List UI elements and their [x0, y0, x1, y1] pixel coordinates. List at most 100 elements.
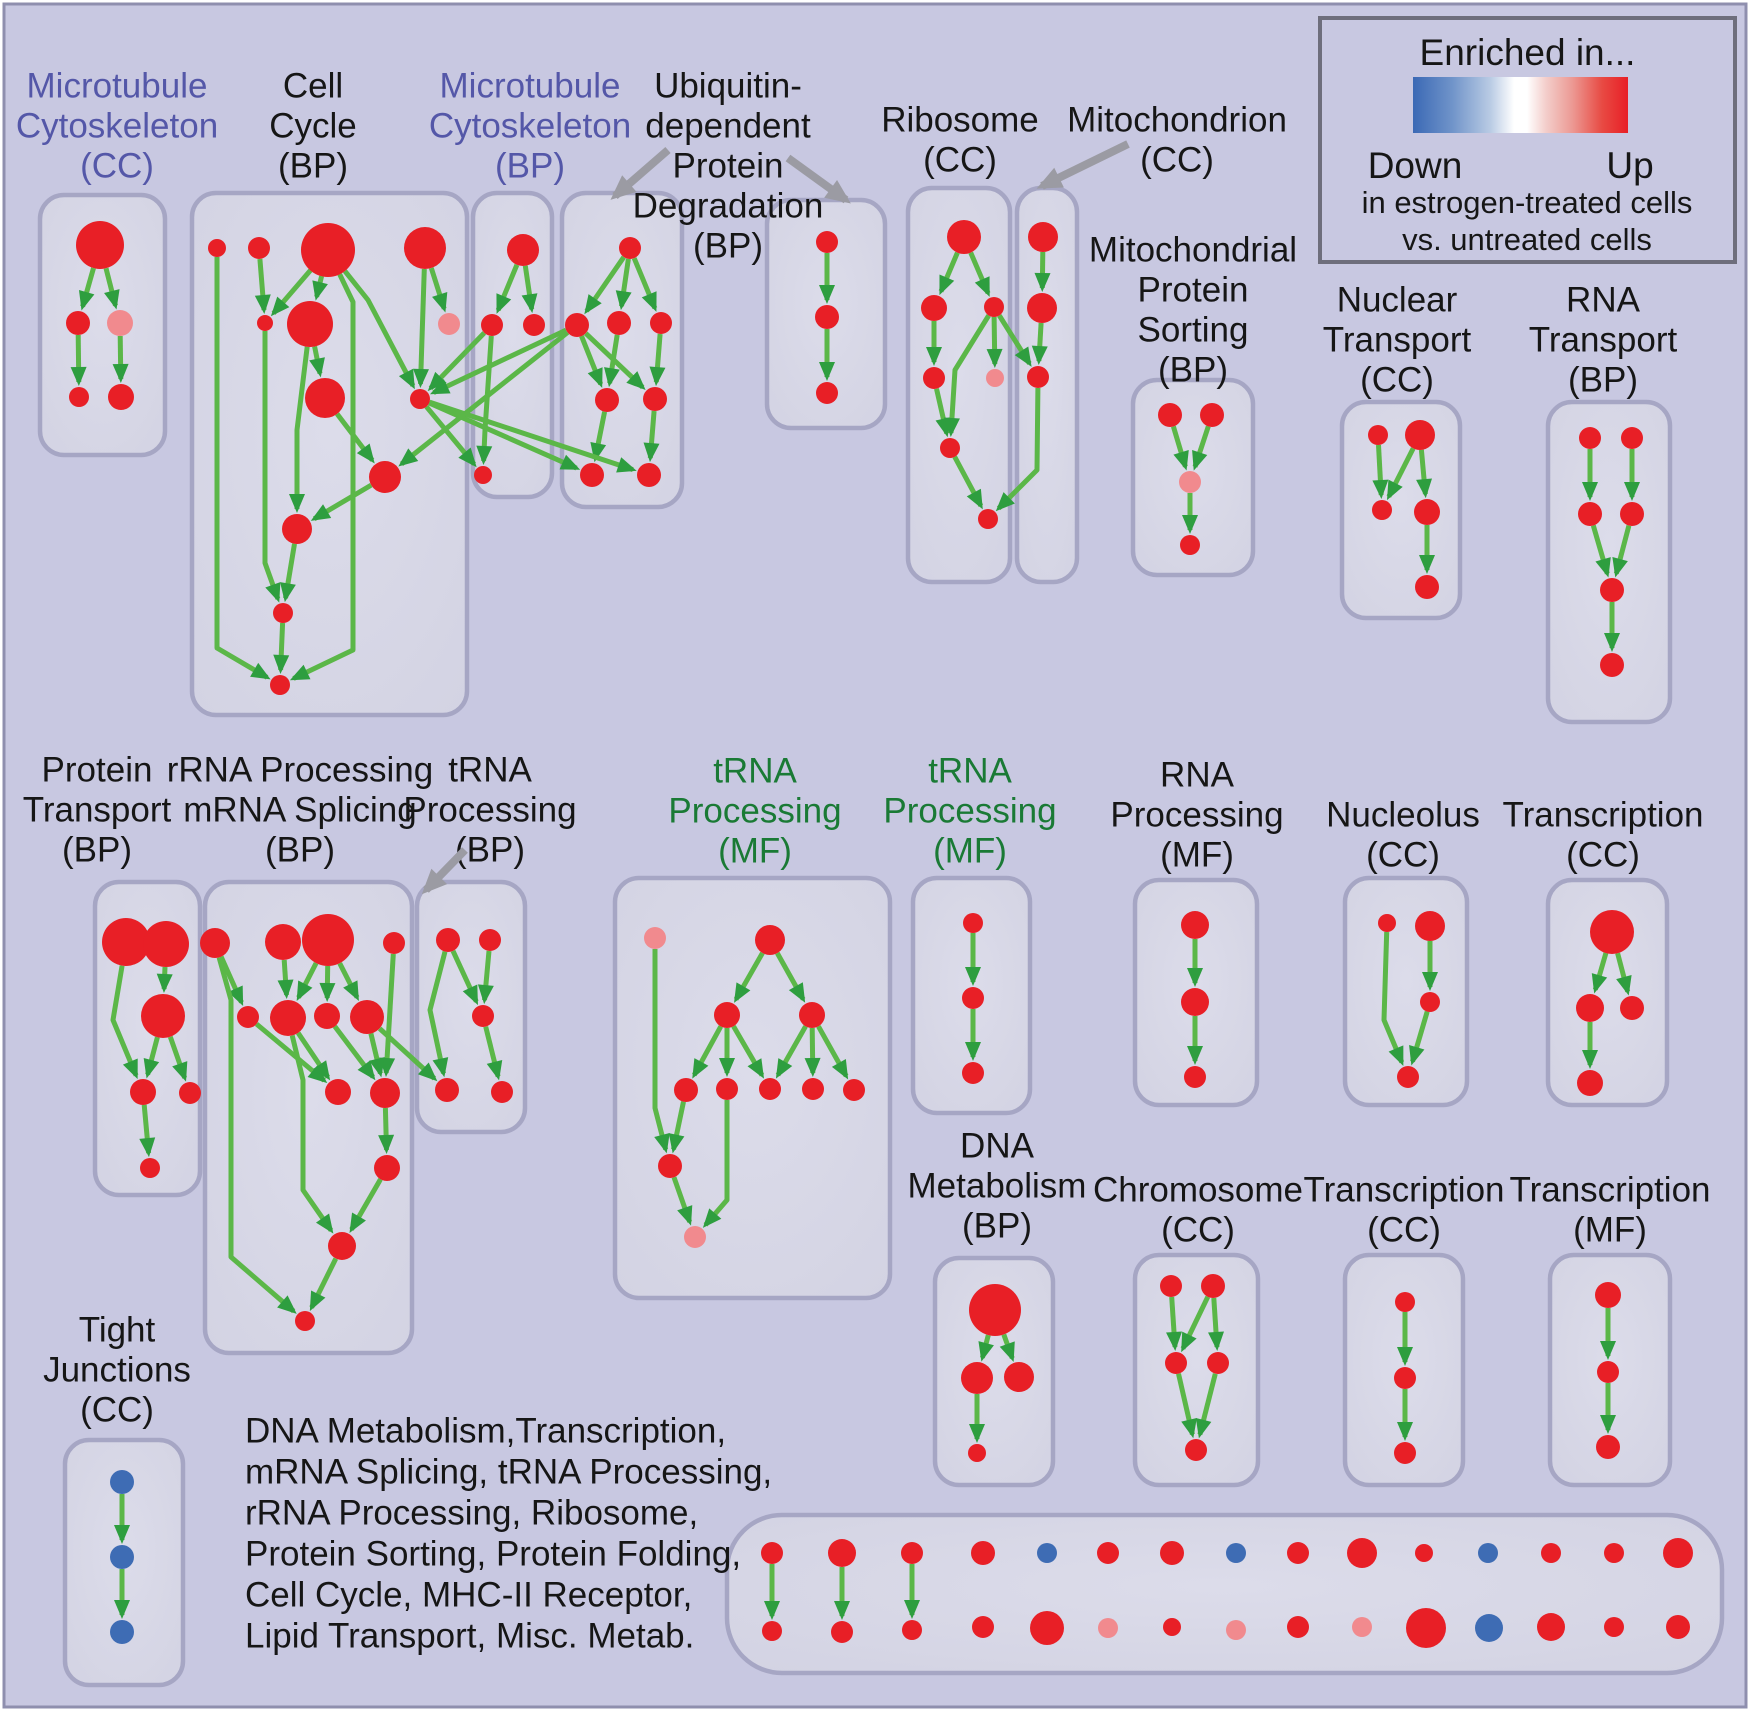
go-term-node-red — [978, 509, 998, 529]
enrichment-edge — [483, 1026, 503, 1081]
go-term-node-red — [273, 603, 293, 623]
cluster-label-ubiquitin-bp: dependent — [645, 106, 811, 145]
go-term-node-red — [1287, 1616, 1309, 1638]
go-term-node-red — [208, 239, 226, 257]
go-term-node-red — [595, 388, 619, 412]
cluster-label-cell-cycle: Cell — [283, 66, 343, 105]
go-term-node-red — [963, 913, 983, 933]
misc-cluster-caption: rRNA Processing, Ribosome, — [245, 1493, 698, 1532]
go-term-node-red — [1579, 427, 1601, 449]
go-term-node-red — [1415, 575, 1439, 599]
go-term-node-red — [968, 1444, 986, 1462]
go-term-node-red — [257, 315, 273, 331]
go-term-node-red — [143, 921, 189, 967]
enrichment-edge — [615, 258, 632, 311]
go-term-node-red — [1347, 1538, 1377, 1568]
cluster-label-nuclear-transport-cc: (CC) — [1360, 360, 1434, 399]
go-term-node-red — [923, 367, 945, 389]
go-term-node-red — [1394, 1442, 1416, 1464]
enrichment-edge — [1591, 952, 1609, 994]
go-term-node-red — [1097, 1542, 1119, 1564]
go-term-node-red — [1595, 1282, 1621, 1308]
go-term-node-red — [799, 1002, 825, 1028]
go-term-node-red — [1378, 914, 1396, 932]
enrichment-edge — [1386, 447, 1416, 501]
cluster-box-nuclear-transport-cc — [1339, 399, 1463, 621]
legend-subtitle: in estrogen-treated cells — [1362, 185, 1693, 220]
go-term-node-red — [947, 220, 981, 254]
go-term-node-red — [1395, 1292, 1415, 1312]
enrichment-edge — [579, 335, 604, 388]
cluster-label-transcription-cc-bottom: Transcription — [1304, 1170, 1505, 1209]
enrichment-edge — [450, 949, 479, 1006]
cluster-label-rrna-mrna-bp: rRNA Processing — [167, 750, 433, 789]
go-term-node-red — [828, 1539, 856, 1567]
go-term-node-red — [607, 311, 631, 335]
enrichment-edge — [332, 1024, 376, 1081]
go-term-node-red — [1621, 427, 1643, 449]
go-term-node-red — [962, 1062, 984, 1084]
go-term-node-red — [287, 301, 333, 347]
cluster-label-transcription-cc-mid: (CC) — [1566, 835, 1640, 874]
enrichment-edge — [309, 1257, 339, 1312]
enrichment-edge — [335, 412, 375, 464]
go-term-node-red — [843, 1079, 865, 1101]
cluster-label-tight-junctions-cc: (CC) — [80, 1390, 154, 1429]
enrichment-edge — [428, 400, 581, 471]
cluster-box-transcription-cc-mid — [1545, 877, 1670, 1108]
go-term-node-pink — [644, 927, 666, 949]
cluster-label-nucleolus-cc: Nucleolus — [1326, 795, 1480, 834]
go-term-node-red — [1165, 1352, 1187, 1374]
go-term-node-red — [237, 1006, 259, 1028]
go-term-node-pink — [1352, 1617, 1372, 1637]
go-term-node-red — [1600, 653, 1624, 677]
cluster-label-mito-protein-sorting: Protein — [1138, 270, 1249, 309]
misc-cluster-caption: Lipid Transport, Misc. Metab. — [245, 1616, 694, 1655]
go-term-node-red — [472, 1005, 494, 1027]
go-term-node-blue — [1226, 1543, 1246, 1563]
enrichment-edge — [103, 267, 120, 310]
enrichment-edge — [216, 956, 297, 1314]
cluster-label-ubiquitin-bp: Ubiquitin- — [654, 66, 802, 105]
go-term-node-red — [637, 463, 661, 487]
go-term-node-red — [436, 928, 460, 952]
go-term-node-red — [1663, 1538, 1693, 1568]
enrichment-edge — [733, 951, 765, 1003]
go-term-node-red — [1415, 1544, 1433, 1562]
go-term-node-red — [1184, 1066, 1206, 1088]
go-term-node-red — [674, 1078, 698, 1102]
go-term-node-red — [972, 1616, 994, 1638]
cluster-box-trna-processing-mf-1 — [612, 875, 893, 1301]
cluster-label-transcription-cc-mid: Transcription — [1503, 795, 1704, 834]
enrichment-edge — [296, 961, 319, 1002]
cluster-label-chromosome-cc: Chromosome — [1093, 1170, 1303, 1209]
misc-cluster-caption: mRNA Splicing, tRNA Processing, — [245, 1452, 772, 1491]
enrichment-edge — [671, 1176, 693, 1226]
enrichment-edge — [262, 331, 281, 603]
enrichment-edge — [349, 1178, 383, 1233]
cluster-label-rrna-mrna-bp: (BP) — [265, 830, 335, 869]
label-pointer-arrow — [1036, 140, 1130, 190]
go-term-node-red — [816, 231, 838, 253]
cluster-label-microtubule-bp: Microtubule — [440, 66, 621, 105]
enrichment-edge — [289, 273, 356, 681]
enrichment-edge — [999, 1333, 1015, 1362]
cluster-label-rna-transport-bp: Transport — [1529, 320, 1678, 359]
go-term-node-red — [831, 1621, 853, 1643]
go-term-node-red — [282, 514, 312, 544]
legend-up-label: Up — [1606, 145, 1653, 186]
cluster-label-protein-transport-bp: Protein — [42, 750, 153, 789]
cluster-label-dna-metabolism-bp: DNA — [960, 1126, 1035, 1165]
go-term-node-red — [1158, 403, 1182, 427]
cluster-label-tight-junctions-cc: Tight — [79, 1310, 156, 1349]
enrichment-edge — [1409, 1010, 1430, 1066]
enrichment-edge — [368, 1032, 385, 1078]
go-term-node-red — [1604, 1543, 1624, 1563]
go-term-node-red — [1415, 911, 1445, 941]
enrichment-edge — [273, 622, 290, 674]
go-term-node-red — [479, 929, 501, 951]
enrichment-edge — [379, 953, 396, 1077]
go-term-node-red — [370, 1078, 400, 1108]
go-term-node-red — [102, 918, 150, 966]
enrichment-edge — [731, 1024, 765, 1079]
